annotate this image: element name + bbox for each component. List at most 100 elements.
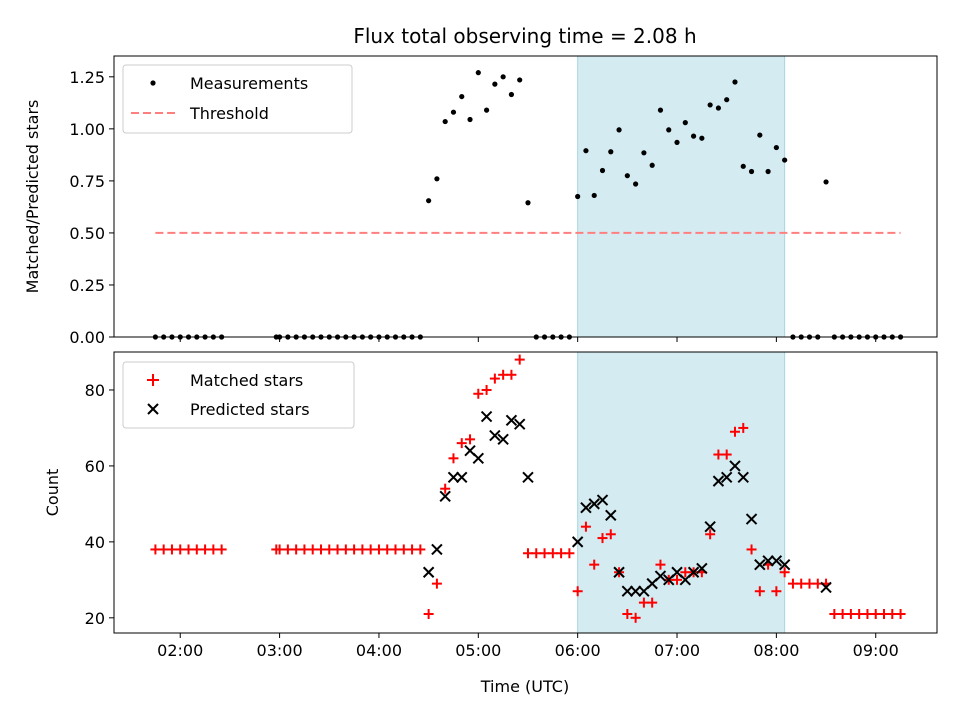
- matched-stars-point: [423, 609, 434, 620]
- matched-stars-point: [572, 586, 583, 597]
- measurement-point: [682, 120, 688, 126]
- matched-stars-point: [465, 434, 476, 445]
- measurement-point: [641, 150, 647, 156]
- predicted-stars-point: [605, 509, 617, 521]
- matched-stars-point: [489, 373, 500, 384]
- predicted-stars-point: [497, 433, 509, 446]
- legend-threshold-label: Threshold: [189, 104, 269, 123]
- bottom-x-axis-label: Time (UTC): [480, 677, 569, 696]
- measurement-point: [475, 70, 481, 76]
- matched-stars-point: [746, 544, 757, 555]
- matched-stars-point: [481, 384, 492, 395]
- measurement-point: [624, 173, 630, 179]
- matched-stars-point: [440, 483, 451, 494]
- measurement-point: [492, 81, 498, 87]
- measurement-point: [657, 107, 664, 113]
- measurement-point: [707, 102, 713, 108]
- predicted-stars-point: [431, 543, 443, 556]
- y-tick-label: 0.75: [69, 172, 105, 191]
- x-tick-label: 08:00: [753, 641, 799, 660]
- measurement-point: [773, 144, 779, 151]
- matched-stars-point: [630, 612, 641, 623]
- matched-stars-point: [647, 597, 658, 608]
- y-tick-label: 40: [85, 533, 105, 552]
- y-tick-label: 0.25: [69, 276, 105, 295]
- predicted-stars-point: [588, 498, 600, 510]
- measurement-point: [508, 91, 515, 98]
- bottom-legend: Matched stars Predicted stars: [122, 361, 355, 429]
- predicted-stars-point: [522, 471, 534, 484]
- matched-stars-point: [738, 422, 749, 433]
- measurement-point: [666, 127, 672, 133]
- y-tick-label: 80: [85, 381, 105, 400]
- measurement-point: [740, 163, 746, 169]
- measurement-point: [765, 168, 771, 175]
- measurement-point: [690, 133, 697, 139]
- predicted-stars-point: [754, 558, 766, 571]
- top-legend: Measurements Threshold: [122, 64, 353, 134]
- matched-stars-point: [605, 529, 616, 540]
- matched-stars-point: [473, 388, 484, 399]
- predicted-stars-point: [820, 581, 832, 594]
- measurement-point: [599, 167, 606, 174]
- legend-matched-marker: [147, 374, 159, 386]
- predicted-stars-point: [770, 555, 783, 567]
- y-tick-label: 20: [85, 609, 105, 628]
- matched-stars-point: [779, 567, 790, 578]
- legend-matched-label: Matched stars: [190, 371, 303, 390]
- bottom-plot-frame: [113, 351, 938, 634]
- predicted-stars-point: [729, 460, 741, 472]
- predicted-stars-point: [629, 585, 642, 597]
- measurement-point: [633, 181, 639, 187]
- matched-stars-point: [771, 586, 782, 597]
- matched-stars-point: [580, 521, 591, 532]
- matched-stars-point: [622, 609, 633, 620]
- predicted-stars-point: [596, 494, 609, 506]
- measurement-point: [442, 118, 448, 125]
- top-y-ticks: 0.00 0.25 0.50 0.75 1.00 1.25: [69, 68, 114, 347]
- y-tick-label: 60: [85, 457, 105, 476]
- bottom-y-ticks: 20 40 60 80: [85, 381, 114, 628]
- predicted-stars-point: [447, 471, 460, 484]
- matched-stars-point: [448, 453, 459, 464]
- matched-stars-point: [589, 559, 600, 570]
- x-tick-label: 02:00: [157, 641, 203, 660]
- measurement-point: [823, 179, 829, 185]
- top-panel: Flux total observing time = 2.08 h 0.000…: [23, 24, 938, 347]
- x-tick-label: 07:00: [654, 641, 700, 660]
- measurement-point: [699, 135, 705, 141]
- legend-predicted-label: Predicted stars: [190, 400, 310, 419]
- bottom-legend-box: [122, 361, 355, 429]
- y-tick-label: 0.50: [69, 224, 105, 243]
- measurement-point: [649, 162, 655, 168]
- bottom-x-ticks: 02:00 03:00 04:00 05:00 06:00 07:00 08:00 09:00: [157, 633, 899, 660]
- y-tick-label: 1.25: [69, 68, 105, 87]
- matched-stars-point: [415, 544, 426, 555]
- measurement-point: [483, 107, 490, 113]
- matched-stars-point: [895, 609, 906, 620]
- measurement-point: [608, 149, 614, 155]
- predicted-stars-point: [480, 410, 493, 423]
- predicted-stars-point: [439, 490, 451, 503]
- bottom-shaded-span: [577, 351, 786, 634]
- measurement-point: [616, 127, 622, 133]
- predicted-stars-point: [621, 585, 634, 597]
- matched-stars-point: [729, 426, 740, 437]
- x-tick-label: 09:00: [853, 641, 899, 660]
- matched-stars-point: [655, 559, 666, 570]
- measurement-point: [467, 116, 473, 123]
- measurement-point: [591, 192, 597, 199]
- measurement-point: [782, 157, 788, 163]
- top-plot-frame: [113, 55, 938, 338]
- predicted-stars-point: [513, 418, 526, 430]
- predicted-stars-point: [704, 520, 716, 533]
- matched-stars-point: [705, 529, 716, 540]
- predicted-stars-point: [505, 414, 518, 427]
- measurement-point: [674, 139, 680, 145]
- matched-stars-point: [216, 544, 227, 555]
- predicted-stars-point: [613, 566, 625, 578]
- top-y-axis-label: Matched/Predicted stars: [23, 100, 42, 294]
- matched-stars-point: [456, 438, 467, 449]
